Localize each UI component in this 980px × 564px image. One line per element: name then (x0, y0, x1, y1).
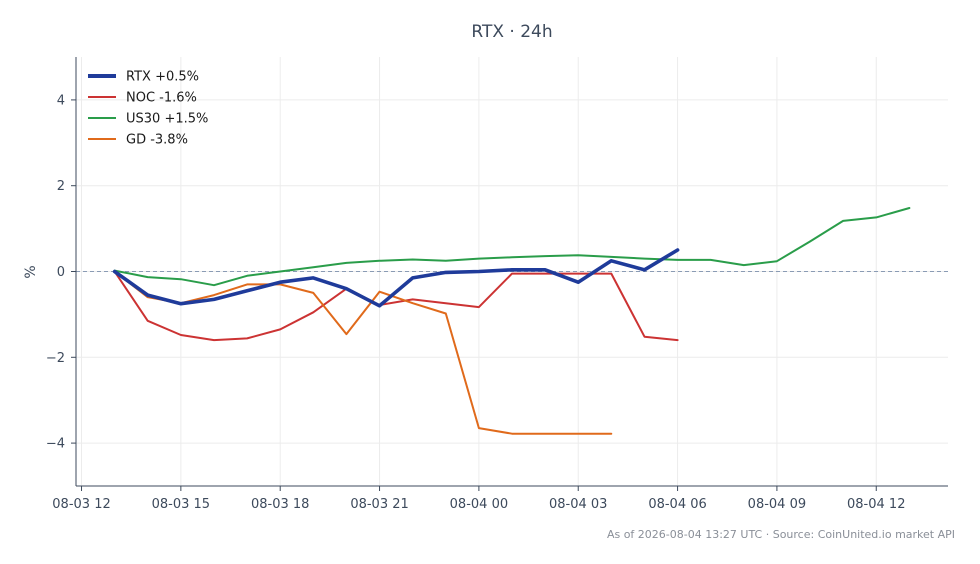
legend: RTX +0.5% NOC -1.6% US30 +1.5% GD -3.8% (88, 70, 208, 148)
y-axis-label: % (23, 265, 39, 278)
y-tick-label: 2 (57, 179, 65, 194)
footer-source: As of 2026-08-04 13:27 UTC · Source: Coi… (607, 528, 955, 541)
x-tick-label: 08-04 03 (549, 497, 607, 512)
legend-label: RTX +0.5% (126, 70, 199, 85)
x-tick-label: 08-03 21 (350, 497, 408, 512)
y-tick-label: −4 (46, 437, 65, 452)
y-tick-label: −2 (46, 351, 65, 366)
series-line-noc (113, 270, 679, 342)
legend-label: US30 +1.5% (126, 112, 208, 127)
legend-label: GD -3.8% (126, 133, 188, 148)
x-tick-label: 08-03 18 (251, 497, 309, 512)
chart-title: RTX · 24h (471, 22, 552, 42)
y-axis-ticks: −4 −2 0 2 4 (46, 93, 76, 452)
series-lines (112, 207, 911, 435)
x-tick-label: 08-04 12 (847, 497, 905, 512)
x-tick-label: 08-03 12 (52, 497, 110, 512)
grid (76, 57, 948, 486)
x-tick-label: 08-04 09 (748, 497, 806, 512)
x-tick-label: 08-04 00 (450, 497, 508, 512)
x-axis-ticks: 08-03 12 08-03 15 08-03 18 08-03 21 08-04 00… (52, 486, 905, 512)
legend-label: NOC -1.6% (126, 91, 197, 106)
series-line-rtx (112, 248, 680, 308)
y-tick-label: 4 (57, 93, 65, 108)
series-line-gd (113, 270, 613, 435)
x-tick-label: 08-04 06 (648, 497, 706, 512)
y-tick-label: 0 (57, 265, 65, 280)
x-tick-label: 08-03 15 (152, 497, 210, 512)
series-line-us30 (113, 207, 911, 287)
